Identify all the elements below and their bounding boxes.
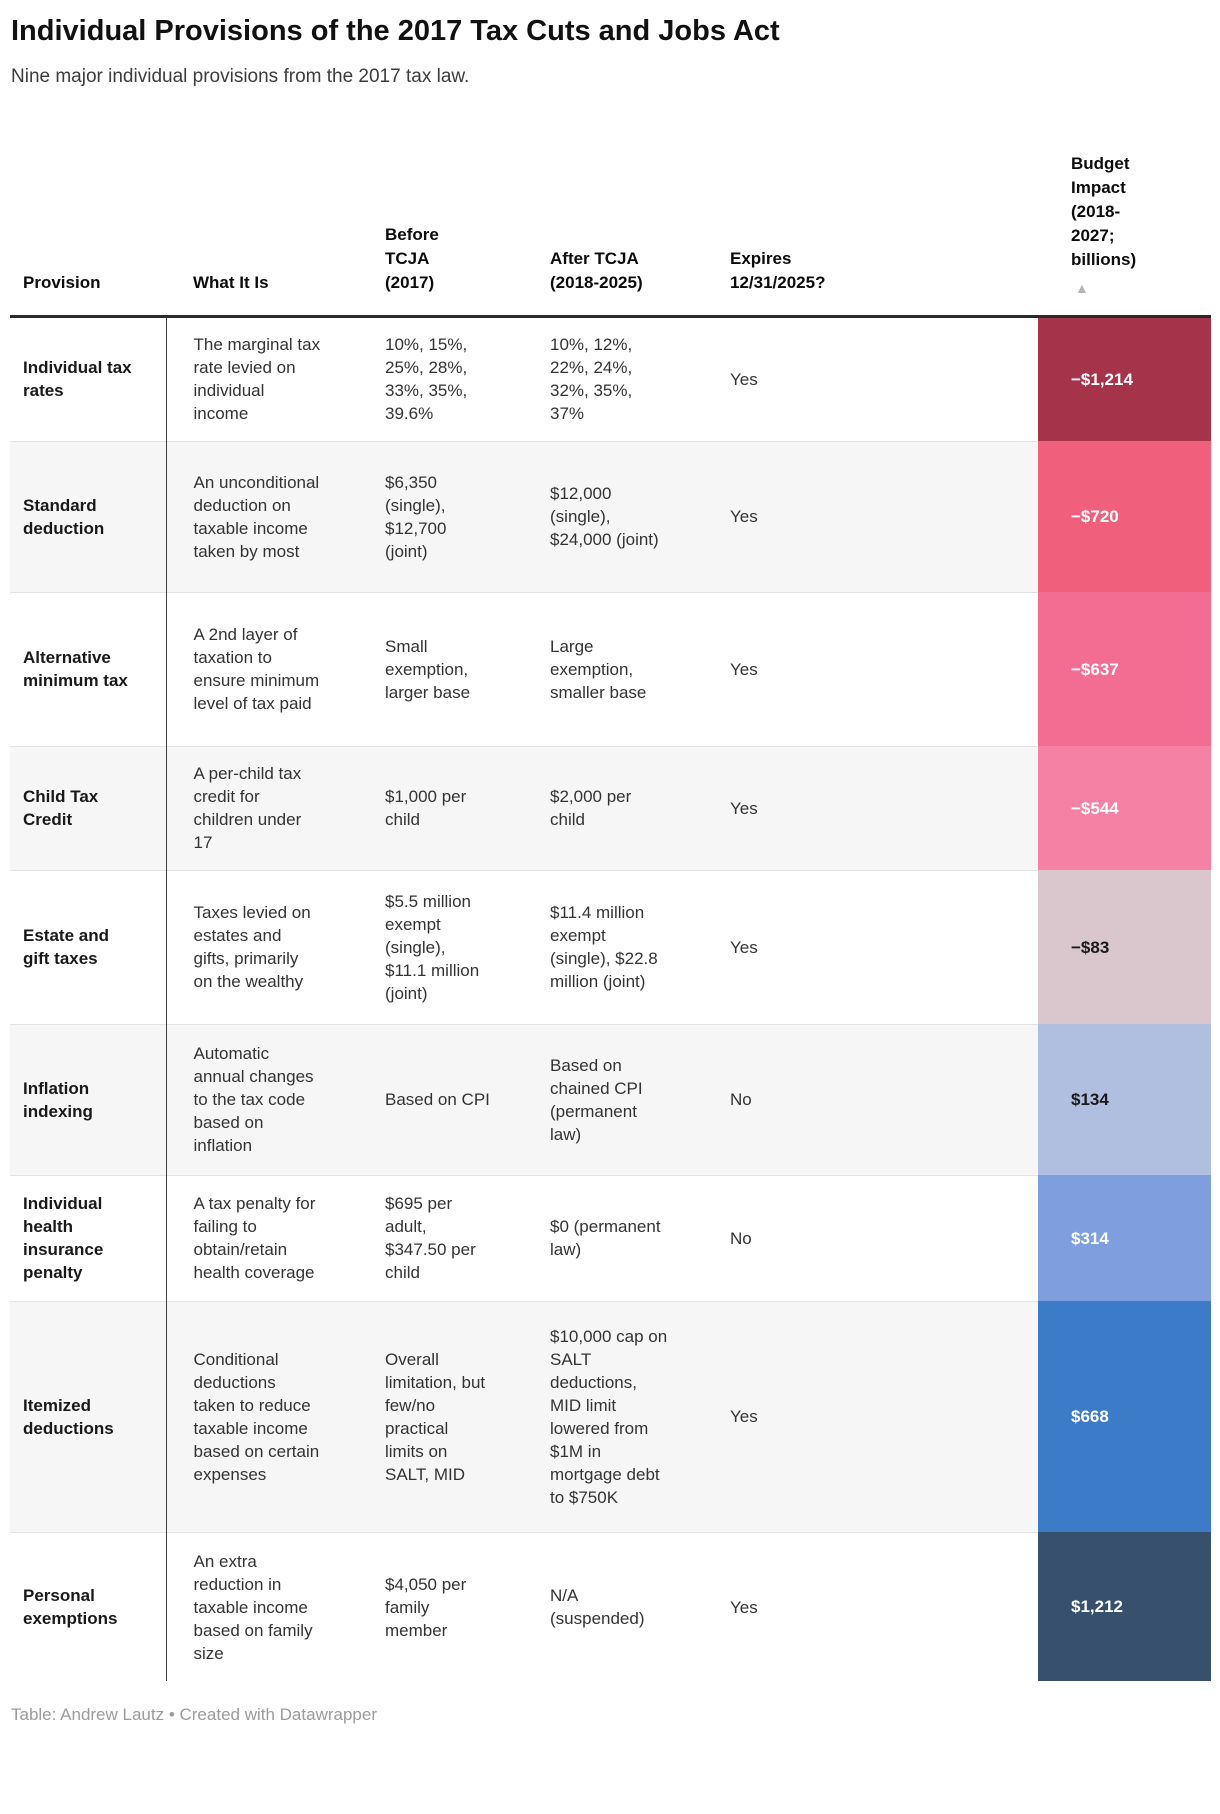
after-tcja-cell: Large exemption, smaller base (537, 591, 717, 747)
before-tcja-cell: $1,000 per child (372, 745, 537, 871)
after-tcja-cell: N/A (suspended) (537, 1531, 717, 1682)
table-row: Child Tax Credit A per-child tax credit … (10, 745, 1211, 871)
provision-cell: Alternative minimum tax (10, 591, 167, 747)
budget-impact-cell: −$83 (1038, 870, 1211, 1025)
column-header-before-tcja[interactable]: Before TCJA (2017) (385, 224, 439, 292)
table-row: Individual health insurance penalty A ta… (10, 1174, 1211, 1302)
provision-cell: Personal exemptions (10, 1531, 167, 1682)
budget-impact-cell: $314 (1038, 1175, 1211, 1302)
column-header-after-tcja[interactable]: After TCJA (2018-2025) (550, 248, 643, 292)
what-it-is-cell: A 2nd layer of taxation to ensure minimu… (166, 591, 372, 747)
expires-cell: Yes (717, 1531, 1038, 1682)
after-tcja-cell: $2,000 per child (537, 745, 717, 871)
after-tcja-cell: $12,000 (single), $24,000 (joint) (537, 440, 717, 593)
what-it-is-cell: An extra reduction in taxable income bas… (166, 1531, 372, 1682)
after-tcja-cell: Based on chained CPI (permanent law) (537, 1023, 717, 1176)
budget-impact-header-label: Budget Impact (2018-2027; billions) (1071, 153, 1137, 269)
after-tcja-cell: $0 (permanent law) (537, 1174, 717, 1302)
datawrapper-link[interactable]: Datawrapper (279, 1705, 377, 1725)
header-row: Provision What It Is Before TCJA (2017) … (10, 94, 1211, 317)
before-tcja-cell: 10%, 15%, 25%, 28%, 33%, 35%, 39.6% (385, 335, 468, 424)
before-tcja-cell: $5.5 million exempt (single), $11.1 mill… (372, 869, 537, 1025)
table-row: Individual tax rates The marginal tax ra… (10, 316, 1211, 442)
table-row: Estate and gift taxes Taxes levied on es… (10, 869, 1211, 1025)
expires-cell: Yes (730, 369, 758, 389)
after-tcja-cell: $11.4 million exempt (single), $22.8 mil… (537, 869, 717, 1025)
expires-cell: Yes (717, 745, 1038, 871)
table-row: Alternative minimum tax A 2nd layer of t… (10, 591, 1211, 747)
column-header-expires[interactable]: Expires 12/31/2025? (730, 248, 826, 292)
table-credit: Table: Andrew Lautz • Created with Dataw… (11, 1705, 1211, 1725)
what-it-is-cell: A per-child tax credit for children unde… (166, 745, 372, 871)
provision-cell: Itemized deductions (10, 1300, 167, 1533)
provision-cell: Individual health insurance penalty (10, 1174, 167, 1302)
expires-cell: Yes (717, 440, 1038, 593)
what-it-is-cell: Taxes levied on estates and gifts, prima… (166, 869, 372, 1025)
expires-cell: Yes (717, 1300, 1038, 1533)
budget-impact-cell: $134 (1038, 1024, 1211, 1176)
budget-impact-cell: −$1,214 (1038, 316, 1211, 442)
budget-impact-cell: −$720 (1038, 441, 1211, 593)
provisions-table: Provision What It Is Before TCJA (2017) … (10, 94, 1211, 1682)
expires-cell: Yes (717, 869, 1038, 1025)
table-row: Personal exemptions An extra reduction i… (10, 1531, 1211, 1682)
column-header-budget-impact[interactable]: Budget Impact (2018-2027; billions) ▲ (1038, 94, 1211, 317)
column-header-what-it-is[interactable]: What It Is (193, 272, 269, 292)
what-it-is-cell: Automatic annual changes to the tax code… (166, 1023, 372, 1176)
table-row: Standard deduction An unconditional dedu… (10, 440, 1211, 593)
expires-cell: Yes (717, 591, 1038, 747)
page-title: Individual Provisions of the 2017 Tax Cu… (11, 15, 780, 47)
before-tcja-cell: $695 per adult, $347.50 per child (372, 1174, 537, 1302)
provision-cell: Individual tax rates (10, 316, 167, 442)
what-it-is-cell: Conditional deductions taken to reduce t… (166, 1300, 372, 1533)
budget-impact-cell: −$637 (1038, 592, 1211, 747)
what-it-is-cell: A tax penalty for failing to obtain/reta… (166, 1174, 372, 1302)
page: Individual Provisions of the 2017 Tax Cu… (0, 14, 1220, 1725)
after-tcja-cell: $10,000 cap on SALT deductions, MID limi… (537, 1300, 717, 1533)
column-header-provision[interactable]: Provision (23, 272, 101, 292)
before-tcja-cell: Overall limitation, but few/no practical… (372, 1300, 537, 1533)
provision-cell: Standard deduction (10, 440, 167, 593)
credit-text: Table: Andrew Lautz • Created with (11, 1705, 280, 1725)
before-tcja-cell: $6,350 (single), $12,700 (joint) (372, 440, 537, 593)
provision-cell: Child Tax Credit (10, 745, 167, 871)
what-it-is-cell: An unconditional deduction on taxable in… (166, 440, 372, 593)
budget-impact-cell: $1,212 (1038, 1532, 1211, 1682)
expires-cell: No (717, 1023, 1038, 1176)
page-subtitle: Nine major individual provisions from th… (11, 65, 470, 87)
budget-impact-cell: −$544 (1038, 746, 1211, 871)
table-row: Inflation indexing Automatic annual chan… (10, 1023, 1211, 1176)
before-tcja-cell: Small exemption, larger base (372, 591, 537, 747)
what-it-is-cell: The marginal tax rate levied on individu… (193, 335, 321, 424)
sort-ascending-icon: ▲ (1075, 279, 1089, 296)
before-tcja-cell: Based on CPI (372, 1023, 537, 1176)
expires-cell: No (717, 1174, 1038, 1302)
budget-impact-cell: $668 (1038, 1301, 1211, 1533)
table-row: Itemized deductions Conditional deductio… (10, 1300, 1211, 1533)
before-tcja-cell: $4,050 per family member (372, 1531, 537, 1682)
provision-cell: Inflation indexing (10, 1023, 167, 1176)
after-tcja-cell: 10%, 12%, 22%, 24%, 32%, 35%, 37% (550, 335, 633, 424)
provision-cell: Estate and gift taxes (10, 869, 167, 1025)
